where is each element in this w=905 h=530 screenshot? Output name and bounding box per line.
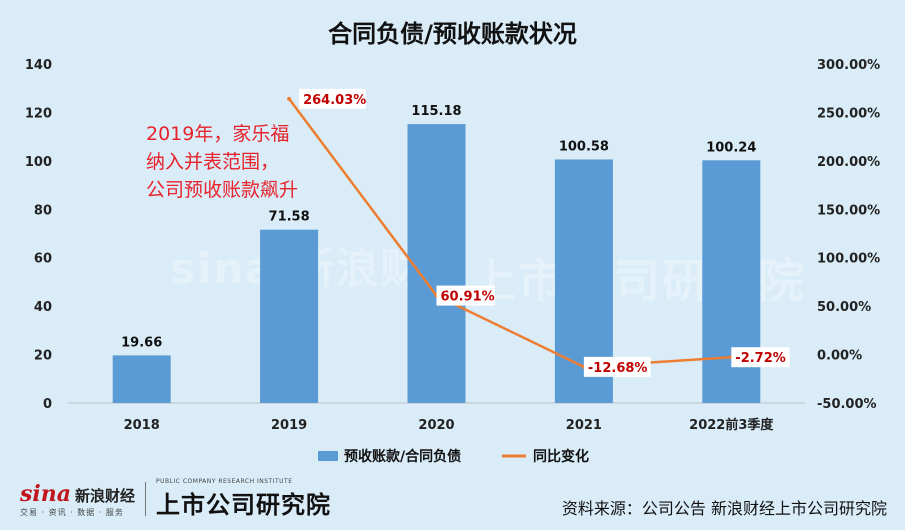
- y-tick-label-left: 0: [43, 397, 52, 412]
- bar-value-label: 19.66: [121, 335, 162, 350]
- y-tick-label-right: 50.00%: [817, 300, 871, 315]
- y-tick-label-left: 60: [34, 252, 52, 267]
- footer-logos: sina 新浪财经 交易 · 资讯 · 数据 · 服务 PUBLIC COMPAN…: [20, 478, 331, 520]
- annotation-line: 公司预收账款飙升: [146, 179, 299, 201]
- bar: [112, 355, 171, 403]
- line-label-box: [436, 285, 495, 306]
- bar-value-label: 100.24: [706, 140, 756, 155]
- line-value-label: -12.68%: [588, 361, 648, 376]
- sina-logo-mark: sina: [20, 480, 71, 507]
- legend-swatch-bar: [318, 451, 338, 461]
- institute-logo-subtitle: PUBLIC COMPANY RESEARCH INSTITUTE: [156, 478, 293, 485]
- y-tick-label-right: 250.00%: [817, 106, 880, 121]
- y-tick-label-left: 120: [25, 106, 52, 121]
- y-tick-label-left: 140: [25, 58, 52, 73]
- y-tick-label-right: 300.00%: [817, 58, 880, 73]
- logo-divider: [145, 482, 147, 516]
- line-label-box: [583, 356, 651, 377]
- line-value-label: 264.03%: [303, 93, 366, 108]
- y-tick-label-left: 80: [34, 203, 52, 218]
- y-tick-label-right: 200.00%: [817, 155, 880, 170]
- y-tick-label-right: 0.00%: [817, 349, 862, 364]
- y-tick-label-right: 150.00%: [817, 203, 880, 218]
- x-tick-label: 2020: [418, 418, 454, 433]
- institute-logo: PUBLIC COMPANY RESEARCH INSTITUTE 上市公司研究…: [156, 478, 331, 520]
- x-tick-label: 2022前3季度: [689, 417, 774, 433]
- bar-value-label: 100.58: [559, 139, 609, 154]
- legend-label-line: 同比变化: [533, 448, 589, 465]
- annotation-line: 纳入并表范围，: [146, 151, 280, 173]
- sina-logo: sina 新浪财经 交易 · 资讯 · 数据 · 服务: [20, 481, 135, 518]
- sina-logo-name: 新浪财经: [75, 486, 136, 505]
- y-tick-label-right: -50.00%: [817, 397, 877, 412]
- line-label-box: [731, 347, 790, 368]
- y-tick-label-left: 100: [25, 155, 52, 170]
- y-tick-label-left: 40: [34, 300, 52, 315]
- annotation-line: 2019年，家乐福: [146, 123, 290, 145]
- yoy-line: [288, 98, 732, 369]
- line-point: [287, 96, 292, 101]
- x-tick-label: 2021: [566, 418, 602, 433]
- bar: [260, 229, 319, 403]
- chart-title: 合同负债/预收账款状况: [328, 20, 577, 48]
- line-value-label: -2.72%: [735, 351, 786, 366]
- x-tick-label: 2019: [271, 418, 307, 433]
- line-label-box: [299, 88, 366, 109]
- line-value-label: 60.91%: [441, 290, 495, 305]
- chart: 0 20 40 60 80 100 120 140 -50.00% 0.00% 50.00% 100.…: [25, 58, 880, 465]
- bar-value-label: 115.18: [411, 104, 461, 119]
- institute-logo-name: 上市公司研究院: [156, 491, 332, 519]
- y-tick-label-right: 100.00%: [817, 252, 880, 267]
- y-tick-label-left: 20: [34, 349, 52, 364]
- sina-logo-subtitle: 交易 · 资讯 · 数据 · 服务: [20, 507, 124, 517]
- bar: [407, 124, 466, 403]
- x-tick-label: 2018: [124, 418, 160, 433]
- bar-value-label: 71.58: [269, 210, 310, 225]
- legend-label-bar: 预收账款/合同负债: [344, 448, 461, 465]
- chart-annotation: 2019年，家乐福 纳入并表范围， 公司预收账款飙升: [146, 120, 298, 204]
- source-note: 资料来源：公司公告 新浪财经上市公司研究院: [561, 499, 887, 518]
